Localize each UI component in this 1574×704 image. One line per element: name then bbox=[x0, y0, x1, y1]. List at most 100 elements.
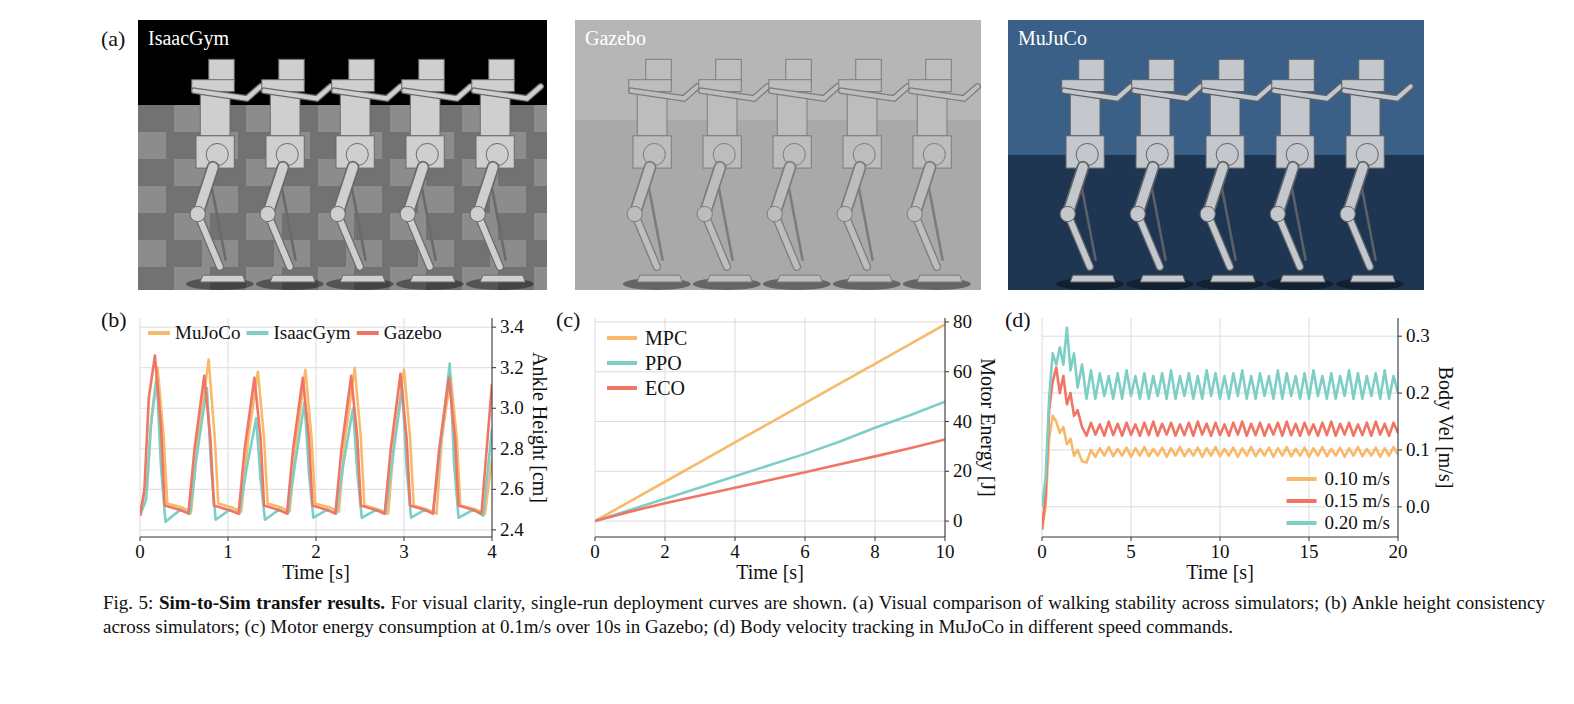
robot-shin bbox=[705, 214, 727, 267]
robot-arm bbox=[841, 87, 907, 99]
robot-head bbox=[1359, 59, 1385, 81]
floor-tile bbox=[498, 213, 534, 240]
legend-swatch bbox=[1287, 499, 1317, 503]
robot-foot bbox=[917, 275, 962, 282]
robot-head bbox=[489, 59, 515, 81]
robot-foot bbox=[410, 275, 455, 282]
grid-line bbox=[1131, 318, 1132, 537]
legend-label: ECO bbox=[645, 377, 685, 399]
legend-swatch bbox=[357, 331, 379, 335]
sim-image bbox=[1008, 20, 1424, 290]
plot-lines bbox=[140, 356, 492, 522]
robot-head bbox=[926, 59, 952, 81]
robot-knee bbox=[470, 206, 485, 221]
sim-image bbox=[575, 20, 981, 290]
robot-shin bbox=[775, 214, 797, 267]
robot-shin bbox=[338, 214, 360, 267]
legend-swatch bbox=[148, 331, 170, 335]
chart: (c)0246810020406080Time [s]Motor Energy … bbox=[556, 307, 999, 583]
series-line bbox=[595, 402, 945, 521]
robot-shin bbox=[635, 214, 657, 267]
legend-label: 0.15 m/s bbox=[1325, 490, 1390, 511]
legend-label: IsaacGym bbox=[273, 322, 350, 343]
robot-arm bbox=[264, 87, 330, 99]
y-tick-label: 0.0 bbox=[1406, 496, 1430, 517]
y-axis-title: Body Vel [m/s] bbox=[1434, 367, 1457, 489]
y-tick bbox=[1398, 393, 1402, 394]
robot-arm bbox=[701, 87, 767, 99]
panel-label: (d) bbox=[1005, 307, 1031, 332]
robot-knee bbox=[260, 206, 275, 221]
panel-label: (a) bbox=[101, 26, 125, 51]
robot-foot bbox=[1070, 275, 1115, 282]
robot-head bbox=[646, 59, 672, 81]
robot-head bbox=[349, 59, 375, 81]
x-tick-label: 2 bbox=[311, 541, 321, 562]
figure: (a)IsaacGymGazeboMuJuCo(b)012342.42.62.8… bbox=[0, 0, 1574, 588]
grid-line bbox=[1398, 318, 1399, 537]
robot-shin bbox=[1278, 214, 1300, 267]
floor-tile bbox=[210, 213, 246, 240]
robot-shin bbox=[845, 214, 867, 267]
y-tick-label: 0.3 bbox=[1406, 325, 1430, 346]
robot-shin bbox=[1138, 214, 1160, 267]
y-axis-title: Motor Energy [J] bbox=[976, 358, 999, 497]
floor-tile bbox=[526, 186, 547, 213]
x-tick-label: 8 bbox=[870, 541, 880, 562]
robot-knee bbox=[190, 206, 205, 221]
robot-torso bbox=[1070, 93, 1100, 136]
x-tick-label: 15 bbox=[1300, 541, 1319, 562]
plot-lines bbox=[595, 324, 945, 521]
grid-line bbox=[492, 318, 493, 537]
y-axis bbox=[1398, 318, 1399, 537]
y-tick-label: 2.8 bbox=[500, 438, 524, 459]
y-tick-label: 3.2 bbox=[500, 357, 524, 378]
robot-shin bbox=[1068, 214, 1090, 267]
y-tick bbox=[945, 471, 949, 472]
page: {"panel_a":{"panel_label":"(a)","images"… bbox=[0, 0, 1574, 704]
robot-foot bbox=[270, 275, 315, 282]
y-tick-label: 60 bbox=[953, 361, 972, 382]
robot-torso bbox=[637, 93, 667, 136]
robot-torso bbox=[340, 93, 370, 136]
robot-head bbox=[209, 59, 235, 81]
y-tick-label: 2.6 bbox=[500, 478, 524, 499]
x-tick-label: 0 bbox=[135, 541, 145, 562]
robot-foot bbox=[1350, 275, 1395, 282]
robot-knee bbox=[1340, 206, 1355, 221]
robot-foot bbox=[1210, 275, 1255, 282]
x-axis bbox=[595, 537, 945, 538]
robot-foot bbox=[1140, 275, 1185, 282]
y-tick bbox=[492, 367, 496, 368]
robot-arm bbox=[1134, 87, 1200, 99]
floor-tile bbox=[382, 240, 418, 267]
y-tick bbox=[1398, 506, 1402, 507]
robot-shin bbox=[268, 214, 290, 267]
robot-arm bbox=[1274, 87, 1340, 99]
y-tick bbox=[945, 421, 949, 422]
grid-line bbox=[140, 408, 492, 409]
robot-knee bbox=[627, 206, 642, 221]
y-tick-label: 20 bbox=[953, 460, 972, 481]
chart: (b)012342.42.62.83.03.23.4Time [s]Ankle … bbox=[101, 307, 551, 583]
y-tick-label: 0.2 bbox=[1406, 382, 1430, 403]
floor-tile bbox=[138, 159, 174, 186]
grid-line bbox=[595, 521, 945, 522]
robot-arm bbox=[1204, 87, 1270, 99]
x-tick-label: 0 bbox=[1037, 541, 1047, 562]
floor-tile bbox=[138, 267, 174, 290]
robot-arm bbox=[841, 87, 907, 99]
y-tick bbox=[945, 321, 949, 322]
legend-swatch bbox=[607, 336, 637, 340]
robot-head bbox=[419, 59, 445, 81]
robot-arm bbox=[194, 87, 260, 99]
robot-foot bbox=[340, 275, 385, 282]
legend-swatch bbox=[1287, 521, 1317, 525]
legend-label: 0.20 m/s bbox=[1325, 512, 1390, 533]
grid-line bbox=[1042, 449, 1398, 450]
legend-swatch bbox=[607, 361, 637, 365]
robot-shin bbox=[705, 214, 727, 267]
floor-tile bbox=[310, 240, 346, 267]
grid-line bbox=[595, 318, 596, 537]
grid-line bbox=[1309, 318, 1310, 537]
